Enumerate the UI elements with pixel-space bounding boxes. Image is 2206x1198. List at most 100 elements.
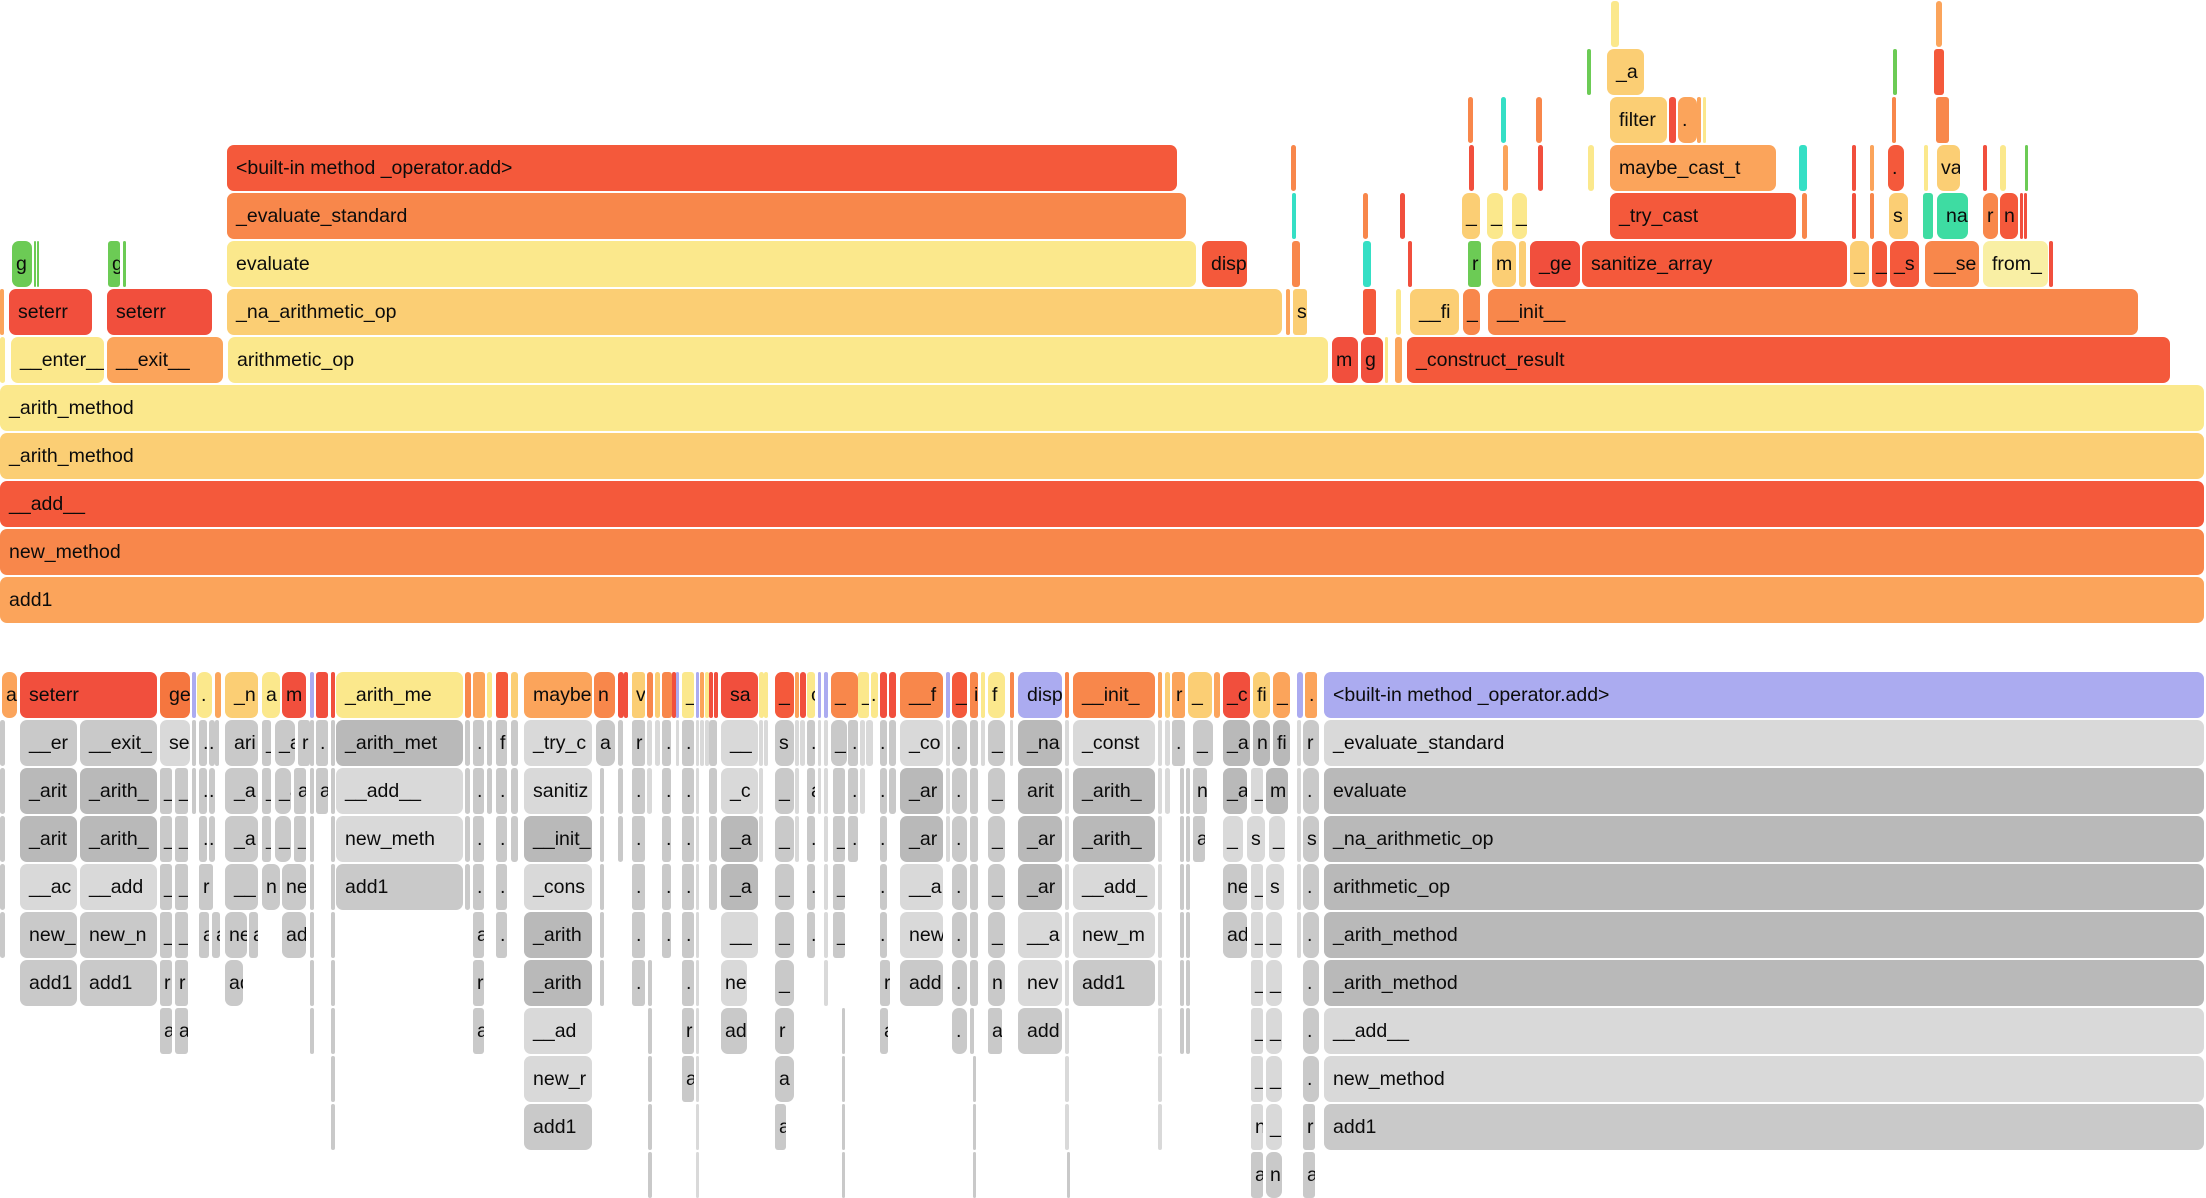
frame-ad[interactable]: ad [1223,912,1247,958]
frame-a[interactable]: a [316,768,328,814]
frame-a[interactable]: a [262,672,280,718]
frame-sliver[interactable] [981,720,985,766]
frame-sliver[interactable] [487,672,492,718]
frame-sliver[interactable] [310,720,314,766]
frame-sliver[interactable] [1468,97,1473,143]
frame-sliver[interactable]: . [662,816,671,862]
frame-sliver[interactable] [800,672,806,718]
frame-sliver[interactable]: __ [721,720,758,766]
frame-sliver[interactable] [37,241,39,287]
frame-sliver[interactable] [1519,241,1526,287]
frame-sliver[interactable] [1538,145,1543,191]
frame-sliver[interactable]: _ [275,816,291,862]
frame-sliver[interactable] [1934,49,1944,95]
frame-sliver[interactable] [618,768,623,814]
frame-a[interactable]: a [473,912,484,958]
frame-a[interactable]: a [682,1056,694,1102]
frame-sliver[interactable] [700,720,704,766]
frame-sliver[interactable] [1180,768,1184,814]
frame-ad[interactable]: ad [282,912,306,958]
frame-sliver[interactable]: . [662,768,671,814]
frame-sliver[interactable] [316,672,328,718]
frame-sliver[interactable] [123,241,126,287]
frame-sliver[interactable] [1158,960,1162,1006]
frame-sliver[interactable]: _ [775,816,794,862]
frame-sanitiz[interactable]: sanitiz [524,768,592,814]
frame-sliver[interactable] [1870,145,1874,191]
frame-sliver[interactable] [1297,864,1301,910]
frame-sliver[interactable] [648,1104,652,1150]
frame-sliver[interactable] [1186,912,1190,958]
frame-disp[interactable]: disp [1202,241,1247,287]
frame-sliver[interactable] [648,960,652,1006]
frame-er[interactable]: __er [20,720,77,766]
frame-a[interactable]: a [473,1008,484,1054]
frame-sliver[interactable]: . [807,864,815,910]
frame-n[interactable]: n [2000,193,2018,239]
frame-sliver[interactable]: . [1303,1056,1319,1102]
frame-sliver[interactable]: . [880,864,887,910]
frame-sliver[interactable] [696,672,699,718]
frame-exit[interactable]: __exit__ [107,337,223,383]
frame-r[interactable]: r [1303,720,1319,766]
frame-sliver[interactable] [1588,145,1594,191]
frame-sliver[interactable] [1799,145,1807,191]
frame-m[interactable]: m [1492,241,1516,287]
frame-sliver[interactable]: . [682,816,694,862]
frame-arith-method[interactable]: _arith_method [1324,960,2204,1006]
frame-sliver[interactable] [705,672,709,718]
frame-va[interactable]: va [1937,145,1960,191]
frame-sliver[interactable]: _ [175,816,188,862]
frame-sliver[interactable] [866,720,873,766]
frame-add1[interactable]: add1 [0,577,2204,623]
frame-seterr[interactable]: seterr [20,672,157,718]
frame-sliver[interactable]: _ [775,960,794,1006]
frame-evaluate[interactable]: evaluate [1324,768,2204,814]
frame-sliver[interactable] [1923,193,1933,239]
frame-sliver[interactable] [973,1152,976,1198]
frame-sliver[interactable] [1297,912,1301,958]
frame-arithmetic-op[interactable]: arithmetic_op [1324,864,2204,910]
frame-sliver[interactable] [310,1008,314,1054]
frame-sliver[interactable] [696,768,699,814]
frame-sliver[interactable]: _ [262,720,271,766]
frame-sliver[interactable]: . [848,768,858,814]
frame-sliver[interactable] [600,864,604,910]
frame-sliver[interactable] [1065,1056,1069,1102]
frame-sliver[interactable] [1158,816,1162,862]
frame-const[interactable]: _const [1073,720,1155,766]
frame-sliver[interactable] [970,816,978,862]
frame-r[interactable]: r [682,1008,694,1054]
frame-sliver[interactable]: . [199,768,207,814]
frame-sliver[interactable] [511,672,518,718]
frame-sliver[interactable]: _ [262,768,271,814]
frame-sliver[interactable] [824,816,828,862]
frame-sliver[interactable] [487,720,492,766]
frame-try-cast[interactable]: _try_cast [1610,193,1796,239]
frame-sliver[interactable] [1297,816,1301,862]
frame-sliver[interactable] [473,672,485,718]
frame-sliver[interactable] [465,864,470,910]
frame-sliver[interactable]: . [1172,720,1185,766]
frame-sliver[interactable] [970,720,978,766]
frame-a[interactable]: a [1193,816,1205,862]
frame-sliver[interactable] [192,672,196,718]
frame-nev[interactable]: nev [1018,960,1062,1006]
frame-sliver[interactable] [1010,672,1014,718]
frame-arith[interactable]: _arith_ [80,768,157,814]
frame-sliver[interactable]: _ [294,816,306,862]
frame-sliver[interactable] [655,720,660,766]
frame-sliver[interactable]: _ [833,864,845,910]
frame-sliver[interactable] [648,1008,652,1054]
frame-sliver[interactable] [818,720,821,766]
frame-a[interactable]: a [1303,1152,1315,1198]
frame-sliver[interactable]: . [952,864,967,910]
frame-ne[interactable]: ne [721,960,747,1006]
frame-a[interactable]: a [175,1008,188,1054]
frame-sliver[interactable] [842,1056,845,1102]
frame-sliver[interactable] [842,1152,845,1198]
frame-sliver[interactable] [647,672,653,718]
frame-na-arithmetic-op[interactable]: _na_arithmetic_op [1324,816,2204,862]
frame-sliver[interactable]: . [632,960,645,1006]
frame-sliver[interactable]: . [662,912,671,958]
